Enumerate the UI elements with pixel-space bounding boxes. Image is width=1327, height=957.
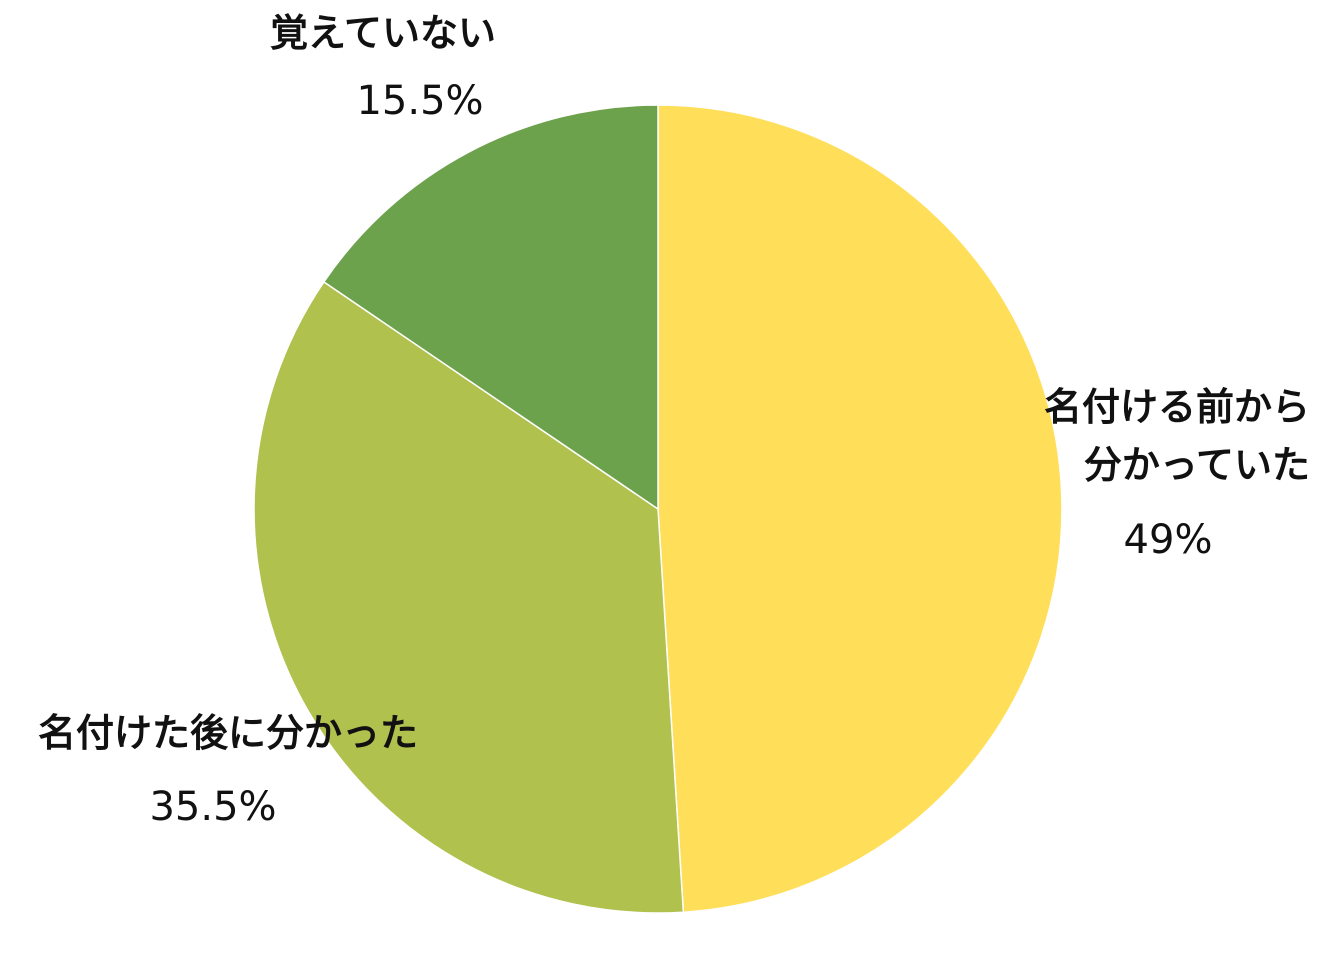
pie-slice-before-naming (657, 104, 1063, 913)
slice-value-dont-remember: 15.5% (356, 78, 483, 124)
slice-value-after-naming: 35.5% (149, 784, 276, 830)
pie-slice-after-naming (253, 280, 685, 914)
pie-slice-dont-remember (322, 104, 659, 511)
slice-label-dont-remember: 覚えていない (270, 11, 496, 55)
slice-label-after-naming: 名付けた後に分かった (38, 711, 418, 755)
slice-label-before-naming-line-2: 分かっていた (1084, 443, 1310, 487)
pie-slices (253, 104, 1063, 914)
slice-label-before-naming-line-1: 名付ける前から (1044, 385, 1310, 429)
slice-value-before-naming: 49% (1124, 517, 1213, 563)
